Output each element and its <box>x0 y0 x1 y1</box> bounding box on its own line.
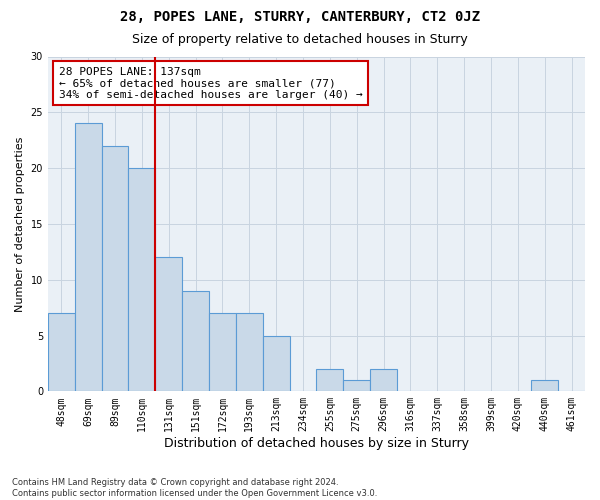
Bar <box>316 369 343 392</box>
Text: Size of property relative to detached houses in Sturry: Size of property relative to detached ho… <box>132 32 468 46</box>
Bar <box>370 369 397 392</box>
Bar <box>75 124 101 392</box>
Bar <box>48 313 75 392</box>
Y-axis label: Number of detached properties: Number of detached properties <box>15 136 25 312</box>
Bar <box>101 146 128 392</box>
Text: 28, POPES LANE, STURRY, CANTERBURY, CT2 0JZ: 28, POPES LANE, STURRY, CANTERBURY, CT2 … <box>120 10 480 24</box>
Bar <box>155 258 182 392</box>
Bar <box>343 380 370 392</box>
Bar <box>263 336 290 392</box>
Bar <box>531 380 558 392</box>
Bar <box>236 313 263 392</box>
Text: Contains HM Land Registry data © Crown copyright and database right 2024.
Contai: Contains HM Land Registry data © Crown c… <box>12 478 377 498</box>
X-axis label: Distribution of detached houses by size in Sturry: Distribution of detached houses by size … <box>164 437 469 450</box>
Text: 28 POPES LANE: 137sqm
← 65% of detached houses are smaller (77)
34% of semi-deta: 28 POPES LANE: 137sqm ← 65% of detached … <box>59 66 362 100</box>
Bar <box>209 313 236 392</box>
Bar <box>182 291 209 392</box>
Bar <box>128 168 155 392</box>
